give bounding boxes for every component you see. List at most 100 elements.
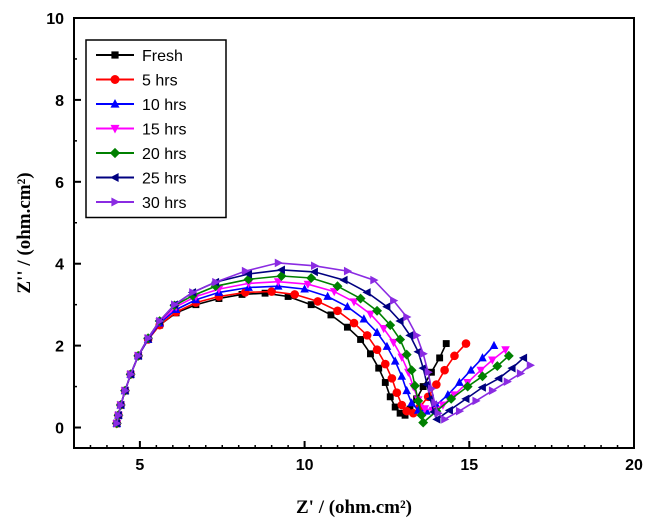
data-point	[273, 278, 283, 287]
data-point	[431, 398, 440, 408]
data-point	[362, 288, 371, 297]
data-point	[397, 400, 407, 410]
data-point	[300, 284, 309, 293]
legend: Fresh 5 hrs 10 hrs 15 hrs 20 hrs 25 hrs 30 hrs	[85, 39, 227, 219]
data-point	[392, 388, 402, 398]
x-tick-label: 15	[460, 457, 478, 474]
data-point	[390, 296, 399, 305]
data-point	[372, 345, 382, 355]
data-point	[327, 311, 335, 319]
data-point	[390, 356, 400, 365]
legend-label: 5 hrs	[142, 73, 178, 90]
data-point	[489, 340, 499, 350]
data-point	[144, 333, 153, 343]
data-point	[113, 419, 122, 428]
legend-label: 20 hrs	[142, 146, 186, 163]
data-point	[382, 302, 391, 312]
data-point	[401, 411, 409, 419]
data-point	[290, 290, 300, 299]
data-point	[343, 323, 351, 331]
data-point	[329, 288, 339, 297]
legend-label: Fresh	[142, 48, 183, 65]
x-tick-label: 10	[296, 457, 314, 474]
data-point	[422, 406, 431, 415]
legend-label: 30 hrs	[142, 195, 186, 212]
data-point	[461, 339, 471, 348]
data-point	[503, 377, 512, 386]
data-point	[362, 331, 372, 340]
data-point	[367, 350, 374, 358]
y-tick-label: 10	[46, 11, 64, 28]
data-point	[413, 331, 422, 340]
data-point	[397, 371, 407, 380]
data-point	[494, 374, 503, 383]
data-point	[313, 297, 323, 306]
legend-box	[85, 39, 227, 219]
data-point	[303, 280, 313, 289]
legend-item: 25 hrs	[96, 171, 186, 188]
data-point	[418, 417, 429, 428]
legend-label: 15 hrs	[142, 122, 186, 139]
data-point	[401, 349, 412, 360]
data-point	[309, 267, 318, 277]
data-point	[478, 353, 487, 362]
y-axis-title: Z'' / (ohm.cm²)	[14, 172, 35, 293]
data-point	[466, 365, 476, 374]
data-point	[409, 380, 420, 391]
legend-item: 20 hrs	[96, 146, 186, 163]
data-point	[355, 293, 366, 304]
data-point	[243, 269, 253, 279]
data-point	[424, 367, 433, 377]
series-4	[112, 278, 510, 429]
data-point	[488, 386, 498, 395]
data-point	[488, 356, 497, 365]
data-point	[518, 353, 528, 363]
legend-marker	[109, 147, 121, 159]
data-point	[455, 377, 464, 386]
y-tick-label: 8	[55, 93, 64, 110]
data-point	[432, 415, 441, 424]
y-tick-label: 4	[55, 257, 64, 274]
data-point	[380, 359, 390, 369]
data-point	[375, 364, 383, 372]
data-point	[477, 371, 488, 382]
data-point	[379, 324, 388, 334]
data-point	[406, 365, 417, 376]
legend-label: 25 hrs	[142, 171, 186, 188]
axes: 5 10 15 20 0 2 4 6 8 10	[46, 11, 643, 474]
data-point	[372, 305, 383, 316]
data-point	[366, 310, 375, 319]
data-point	[307, 301, 315, 309]
data-point	[516, 369, 526, 378]
data-point	[343, 301, 352, 311]
data-point	[442, 340, 450, 348]
data-point	[349, 298, 359, 307]
legend-item: 30 hrs	[96, 195, 186, 212]
x-axis-title: Z' / (ohm.cm²)	[296, 497, 412, 518]
data-point	[436, 354, 444, 362]
data-point	[526, 360, 535, 370]
data-point	[461, 394, 470, 404]
series-2	[112, 287, 471, 428]
data-point	[343, 266, 353, 276]
data-point	[395, 316, 404, 326]
data-point	[413, 395, 424, 406]
data-point	[156, 316, 165, 326]
data-point	[427, 384, 437, 393]
legend-marker	[110, 99, 120, 108]
data-point	[444, 406, 453, 415]
data-point	[261, 289, 269, 297]
data-point	[477, 383, 486, 392]
data-point	[403, 312, 412, 322]
data-point	[402, 406, 412, 416]
data-point	[389, 338, 398, 348]
legend-item: 5 hrs	[96, 73, 178, 90]
data-point	[267, 287, 276, 296]
data-point	[370, 275, 379, 285]
y-tick-label: 2	[55, 339, 64, 356]
data-point	[440, 365, 449, 375]
data-point	[332, 281, 343, 292]
data-point	[396, 409, 404, 417]
legend-marker	[111, 197, 120, 207]
